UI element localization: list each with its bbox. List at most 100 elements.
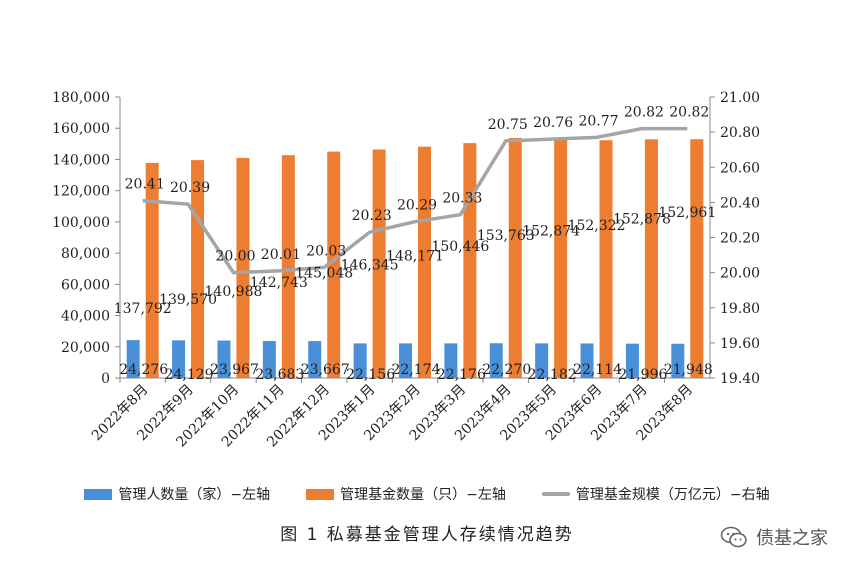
data-label-funds: 137,792 — [114, 301, 172, 317]
data-label-managers: 22,114 — [573, 362, 622, 378]
bar-managers — [399, 343, 412, 378]
legend-label-funds: 管理基金数量（只）−左轴 — [340, 487, 506, 503]
y-left-tick-label: 100,000 — [52, 215, 110, 231]
legend-item-scale: 管理基金规模（万亿元）−右轴 — [541, 484, 770, 504]
y-left-tick-label: 180,000 — [52, 90, 110, 106]
bar-managers — [308, 341, 322, 378]
data-label-scale: 20.23 — [352, 208, 392, 224]
legend-label-managers: 管理人数量（家）−左轴 — [118, 487, 271, 503]
y-right-tick-label: 19.80 — [720, 301, 760, 317]
data-label-managers: 22,270 — [482, 362, 531, 378]
data-label-managers: 21,996 — [618, 367, 667, 383]
data-label-funds: 148,171 — [386, 249, 444, 265]
data-label-funds: 153,763 — [477, 228, 535, 244]
legend-swatch-managers — [84, 488, 113, 500]
y-right-tick-label: 19.40 — [720, 371, 760, 387]
data-label-managers: 24,129 — [165, 367, 214, 383]
data-label-scale: 20.41 — [125, 177, 165, 193]
y-left-tick-label: 140,000 — [52, 152, 110, 168]
y-right-tick-label: 21.00 — [720, 90, 760, 106]
data-label-scale: 20.75 — [488, 117, 528, 133]
bar-managers — [535, 343, 549, 378]
bar-funds — [554, 139, 568, 378]
bar-managers — [217, 340, 231, 378]
data-label-managers: 23,967 — [210, 362, 259, 378]
bar-funds — [690, 139, 704, 378]
data-label-scale: 20.33 — [442, 191, 482, 207]
data-label-managers: 21,948 — [664, 362, 713, 378]
y-right-tick-label: 20.00 — [720, 266, 760, 282]
y-left-tick-label: 0 — [101, 371, 110, 387]
y-left-tick-label: 80,000 — [61, 246, 110, 262]
data-label-funds: 142,743 — [250, 275, 308, 291]
data-label-funds: 150,446 — [431, 239, 489, 255]
bar-funds — [599, 140, 613, 378]
bar-managers — [580, 343, 594, 378]
bar-funds — [327, 151, 341, 378]
data-label-scale: 20.82 — [669, 105, 709, 121]
data-label-managers: 22,174 — [392, 362, 441, 378]
data-label-managers: 24,276 — [119, 362, 168, 378]
bar-managers — [625, 343, 639, 378]
figure-caption: 图 1 私募基金管理人存续情况趋势 — [280, 525, 574, 545]
bar-funds — [236, 157, 250, 378]
data-label-funds: 152,878 — [613, 211, 671, 227]
wechat-icon — [720, 526, 747, 548]
y-left-tick-label: 60,000 — [61, 277, 110, 293]
legend-label-scale: 管理基金规模（万亿元）−右轴 — [575, 487, 770, 503]
bar-managers — [262, 341, 276, 378]
y-right-tick-label: 19.60 — [720, 336, 760, 352]
watermark-text: 债基之家 — [756, 528, 828, 549]
legend-item-managers: 管理人数量（家）−左轴 — [84, 484, 270, 504]
chart: 0 20,000 40,000 60,000 80,000 100,000 120,000 1… — [52, 90, 760, 450]
data-label-scale: 20.00 — [215, 249, 255, 265]
bar-managers — [671, 343, 685, 378]
legend-swatch-funds — [306, 488, 335, 500]
bar-managers — [172, 340, 186, 378]
data-label-scale: 20.76 — [533, 115, 573, 131]
data-label-managers: 22,156 — [346, 367, 395, 383]
y-left-tick-label: 20,000 — [61, 340, 110, 356]
bar-managers — [126, 340, 140, 378]
bar-funds — [372, 149, 386, 378]
data-label-scale: 20.03 — [306, 243, 346, 259]
bar-funds — [463, 143, 477, 378]
bar-funds — [145, 162, 159, 378]
data-label-managers: 23,683 — [255, 367, 304, 383]
data-label-funds: 145,048 — [295, 266, 353, 282]
data-label-managers: 22,182 — [528, 367, 577, 383]
legend: 管理人数量（家）−左轴 管理基金数量（只）−左轴 管理基金规模（万亿元）−右轴 — [0, 484, 854, 504]
data-label-funds: 152,961 — [658, 205, 716, 221]
legend-item-funds: 管理基金数量（只）−左轴 — [306, 484, 506, 504]
data-label-funds: 146,345 — [341, 258, 399, 274]
data-label-scale: 20.77 — [578, 113, 618, 129]
y-right-tick-label: 20.60 — [720, 160, 760, 176]
chart-line — [142, 126, 688, 275]
y-right-tick-label: 20.20 — [720, 231, 760, 247]
watermark: 债基之家 — [720, 524, 828, 550]
data-label-funds: 152,874 — [522, 223, 580, 239]
data-label-scale: 20.82 — [624, 105, 664, 121]
data-label-funds: 140,988 — [205, 284, 263, 300]
bar-funds — [418, 146, 431, 378]
data-label-managers: 22,176 — [437, 367, 486, 383]
data-label-managers: 23,667 — [301, 362, 350, 378]
bar-managers — [353, 343, 367, 378]
data-label-funds: 139,570 — [159, 292, 217, 308]
bar-funds — [644, 139, 658, 378]
data-label-scale: 20.39 — [170, 180, 210, 196]
data-label-scale: 20.01 — [261, 247, 301, 263]
y-right-tick-label: 20.80 — [720, 125, 760, 141]
data-label-scale: 20.29 — [397, 198, 437, 214]
y-right-tick-label: 20.40 — [720, 195, 760, 211]
bar-funds — [508, 137, 522, 378]
y-left-tick-label: 160,000 — [52, 121, 110, 137]
bar-funds — [281, 155, 295, 378]
y-left-tick-label: 120,000 — [52, 184, 110, 200]
y-left-tick-label: 40,000 — [61, 309, 110, 325]
bar-managers — [489, 343, 503, 378]
data-label-funds: 152,322 — [568, 218, 626, 234]
chart-data-labels: 24,276 137,792 20.41 24,129 139,570 20.39 23,9… — [114, 105, 717, 383]
legend-swatch-scale — [541, 492, 570, 496]
bar-managers — [444, 343, 458, 378]
